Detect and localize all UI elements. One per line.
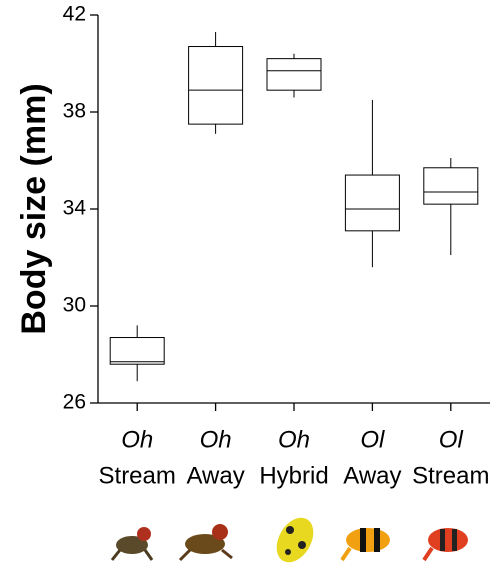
y-axis-label: Body size (mm) bbox=[15, 83, 53, 334]
frog-oh-hybrid bbox=[276, 517, 314, 563]
x-tick-label-species: Oh bbox=[121, 426, 153, 453]
y-tick-label: 26 bbox=[63, 391, 86, 414]
x-tick-label-population: Hybrid bbox=[259, 462, 328, 489]
x-tick-label-population: Away bbox=[186, 462, 244, 489]
frog-images bbox=[110, 517, 468, 563]
box bbox=[109, 337, 165, 365]
box bbox=[423, 167, 479, 205]
x-tick-label-population: Stream bbox=[99, 462, 176, 489]
y-tick-label: 30 bbox=[63, 294, 86, 317]
box bbox=[188, 46, 244, 125]
x-tick-label-species: Ol bbox=[360, 426, 385, 453]
box bbox=[344, 174, 400, 232]
x-tick-label-species: Ol bbox=[439, 426, 464, 453]
x-tick-label-population: Stream bbox=[412, 462, 489, 489]
x-tick-label-species: Oh bbox=[278, 426, 310, 453]
y-tick-label: 34 bbox=[63, 197, 87, 220]
x-tick-label-population: Away bbox=[343, 462, 401, 489]
frog-oh-away bbox=[178, 524, 233, 562]
frog-oh-stream bbox=[110, 527, 154, 561]
x-tick-label-species: Oh bbox=[200, 426, 232, 453]
frog-ol-away bbox=[340, 528, 390, 562]
frog-ol-stream bbox=[422, 528, 468, 562]
y-tick-label: 42 bbox=[63, 3, 86, 26]
box bbox=[266, 58, 322, 91]
y-tick-label: 38 bbox=[63, 100, 86, 123]
